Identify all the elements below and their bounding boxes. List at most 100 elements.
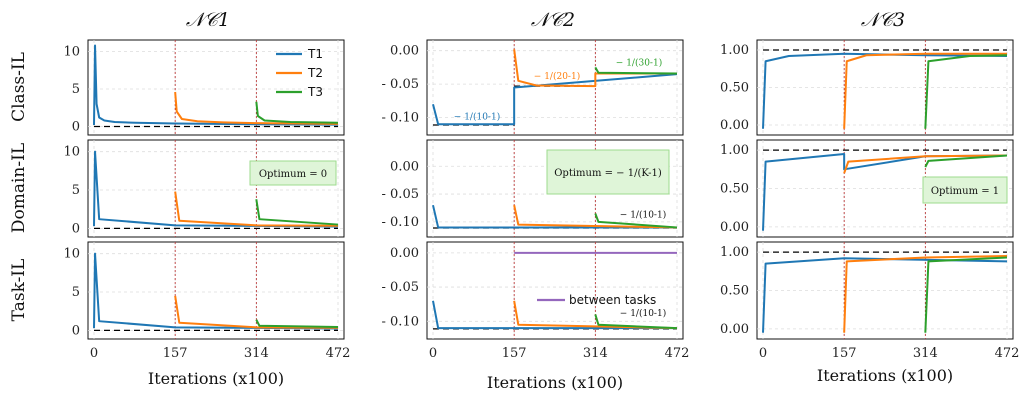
panel-nc3-task-il: 0.00 0.50 1.00 0 157 314 472 [720,241,1019,361]
series-line-t1 [762,52,1008,129]
fraction-annotation: − 1/(10-1) [620,308,666,319]
row-label: Class-IL [9,52,29,122]
optimum-box-label: Optimum = − 1/(K-1) [554,168,662,179]
y-tick-label: - 0.10 [382,215,419,230]
y-tick-label: 0.50 [720,284,749,299]
row-label: Domain-IL [9,143,29,233]
panel-nc1-task-il: 0 5 10 0 157 314 472 [63,241,351,361]
x-axis-label: Iterations (x100) [148,369,284,388]
series-line-t2 [843,154,1008,174]
series-line-t2 [513,204,678,229]
x-axis-label: Iterations (x100) [817,366,953,385]
y-tick-label: 0.50 [720,81,749,96]
y-tick-label: 10 [63,145,80,160]
series-line-t3 [255,199,339,226]
fraction-annotation: − 1/(20-1) [534,71,580,82]
series-line-t1 [93,252,339,330]
fraction-annotation: − 1/(30-1) [616,57,662,68]
y-tick-label: - 0.05 [382,187,419,202]
fraction-annotation: − 1/(10-1) [454,112,500,123]
y-tick-label: - 0.10 [382,314,419,329]
series-line-t2 [513,300,678,330]
series-line-t1 [432,204,677,229]
y-tick-label: 0.00 [720,118,749,133]
series-line-t2 [174,91,339,125]
panel-nc2-domain-il: 0.00 - 0.05 - 0.10 Optimum = − 1/(K-1) − 1/(… [382,139,684,238]
optimum-box [546,149,670,195]
series-line-t3 [594,66,678,75]
x-tick-label: 157 [502,346,527,361]
series-line-t1 [432,73,678,126]
series-line-t1 [432,300,677,330]
y-tick-label: 5 [72,82,80,97]
y-tick-label: 0.00 [390,159,419,174]
y-tick-label: - 0.05 [382,280,419,295]
y-tick-label: 1.00 [720,143,749,158]
y-tick-label: 5 [72,183,80,198]
series-line-t3 [924,154,1008,168]
x-axis-label: Iterations (x100) [487,373,623,392]
x-tick-label: 472 [995,346,1019,361]
y-tick-label: 0 [72,323,80,338]
series-line-t3 [594,314,678,330]
legend-label: T2 [307,66,323,80]
series-line-t2 [174,191,339,227]
optimum-box [249,160,337,186]
y-tick-label: 5 [72,285,80,300]
legend-label: between tasks [569,293,656,307]
row-label: Task-IL [9,259,29,322]
series-line-t1 [93,44,339,126]
panel-frame [426,39,684,136]
optimum-box-label: Optimum = 0 [259,169,327,180]
column-title: 𝒩𝒞1 [186,9,230,31]
series-line-t1 [93,150,339,228]
series-line-t1 [762,257,1008,333]
x-tick-label: 314 [244,346,269,361]
series-line-t3 [924,256,1008,333]
optimum-box-label: Optimum = 1 [931,186,999,197]
y-tick-label: 0 [72,120,80,135]
series-line-t3 [924,54,1008,129]
panel-nc3-class-il: 0.00 0.50 1.00 [720,39,1014,136]
y-tick-label: 10 [63,247,80,262]
y-tick-label: 1.00 [720,43,749,58]
y-tick-label: 0.00 [390,246,419,261]
series-line-t2 [174,295,339,329]
panel-nc3-domain-il: 0.00 0.50 1.00 Optimum = 1 [720,139,1014,238]
series-line-t3 [594,213,678,229]
optimum-box [922,176,1008,204]
panel-nc2-class-il: 0.00 - 0.05 - 0.10 − 1/(10-1) − 1/(20-1) − 1/… [382,39,684,136]
y-tick-label: 0.00 [720,322,749,337]
x-tick-label: 314 [583,346,608,361]
series-line-t3 [255,319,339,328]
x-tick-label: 472 [326,346,351,361]
fraction-annotation: − 1/(10-1) [620,209,666,220]
panel-frame [87,39,345,136]
x-tick-label: 157 [832,346,857,361]
panel-nc1-domain-il: 0 5 10 Optimum = 0 [63,139,345,238]
x-tick-label: 314 [913,346,938,361]
x-tick-label: 0 [759,346,767,361]
series-line-t3 [255,101,339,124]
legend-label: T1 [307,47,323,61]
x-tick-label: 472 [665,346,690,361]
x-tick-label: 0 [429,346,437,361]
x-tick-label: 157 [163,346,188,361]
y-tick-label: 10 [63,45,80,60]
y-tick-label: - 0.10 [382,111,419,126]
panel-frame [426,241,684,340]
legend-label: T3 [307,85,323,99]
column-title: 𝒩𝒞2 [531,9,575,31]
y-tick-label: - 0.05 [382,77,419,92]
panel-nc2-task-il: 0.00 - 0.05 - 0.10 0 157 314 472 between tasks−… [382,241,690,361]
series-line-t2 [843,52,1007,129]
y-tick-label: 1.00 [720,245,749,260]
y-tick-label: 0.50 [720,182,749,197]
y-tick-label: 0.00 [390,44,419,59]
series-line-t2 [843,254,1008,333]
panel-nc1-class-il: 0 5 10 T1 T2 T3 [63,39,345,136]
y-tick-label: 0 [72,221,80,236]
x-tick-label: 0 [90,346,98,361]
y-tick-label: 0.00 [720,220,749,235]
